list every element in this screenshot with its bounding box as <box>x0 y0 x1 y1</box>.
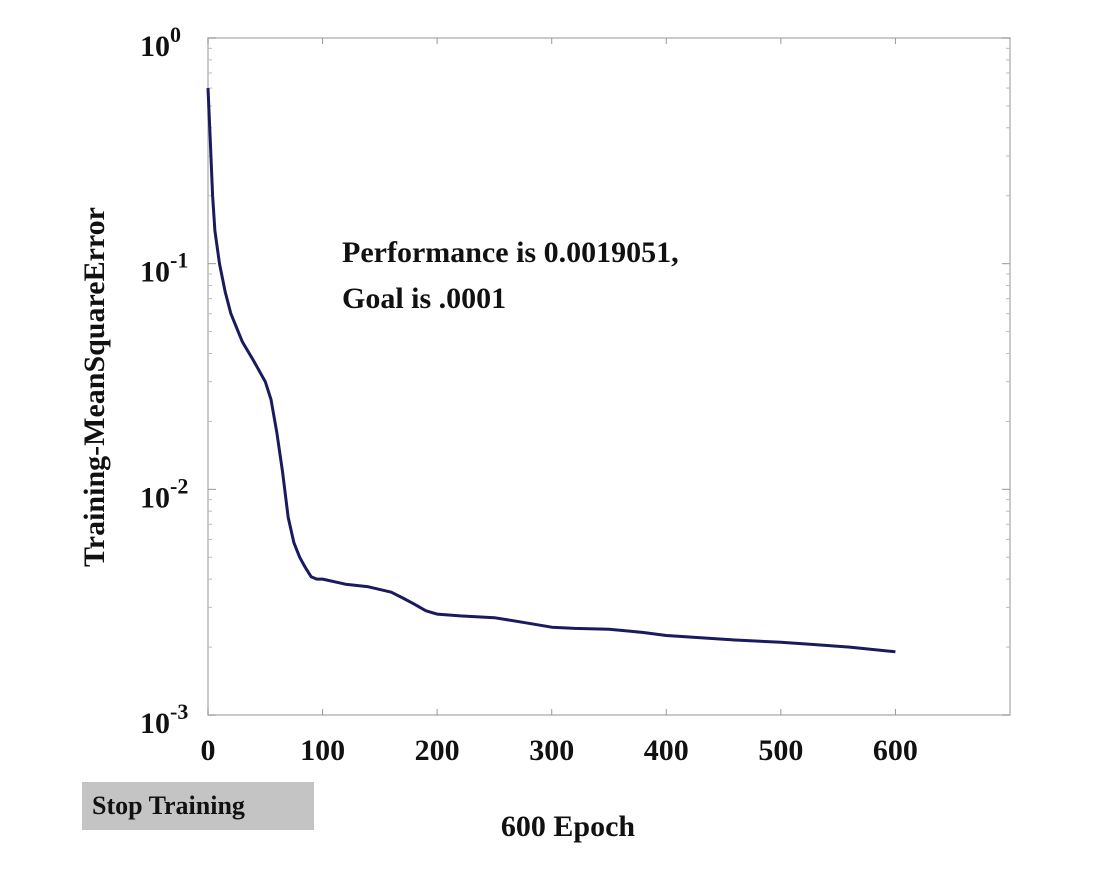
y-axis-label: Training-MeanSquareError <box>78 207 111 567</box>
x-tick-label: 300 <box>529 734 574 767</box>
x-tick-label: 200 <box>415 734 460 767</box>
x-axis-label: 600 Epoch <box>501 810 636 843</box>
x-tick-label: 600 <box>873 734 918 767</box>
y-tick-label: 10-2 <box>140 473 188 514</box>
goal-annotation: Goal is .0001 <box>342 282 506 315</box>
x-tick-label: 400 <box>644 734 689 767</box>
y-axis-ticks: 100 10-1 10-2 10-3 <box>140 22 1010 740</box>
y-tick-label: 100 <box>140 22 181 63</box>
x-tick-label: 500 <box>758 734 803 767</box>
y-tick-label: 10-3 <box>140 699 188 740</box>
performance-line <box>206 88 896 654</box>
x-tick-label: 0 <box>201 734 216 767</box>
stop-training-button[interactable]: Stop Training <box>82 782 314 830</box>
performance-annotation: Performance is 0.0019051, <box>342 236 679 269</box>
x-axis-ticks: 0 100 200 300 400 500 600 <box>201 38 918 767</box>
y-tick-label: 10-1 <box>140 248 188 289</box>
x-tick-label: 100 <box>300 734 345 767</box>
plot-frame <box>207 37 1011 716</box>
